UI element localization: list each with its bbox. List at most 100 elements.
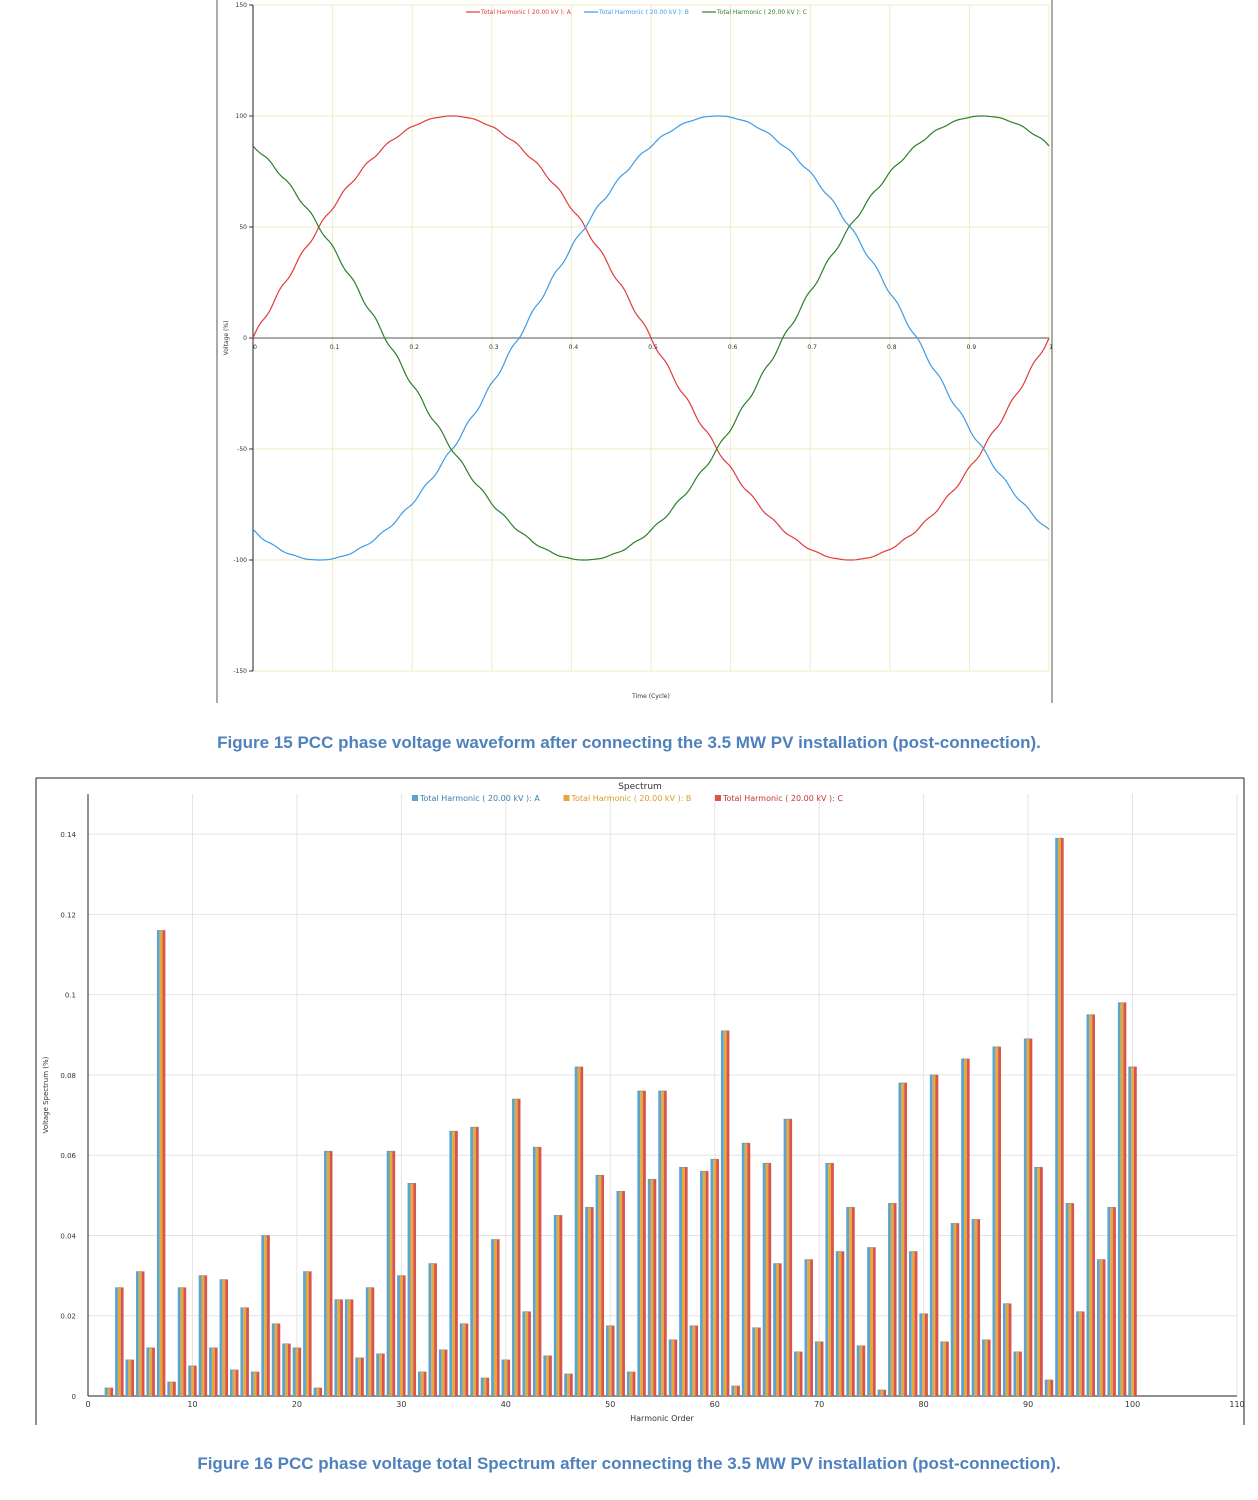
spectrum-bar <box>580 1066 584 1396</box>
spectrum-bar <box>888 1203 891 1396</box>
spectrum-bar <box>796 1351 800 1396</box>
spectrum-bar <box>350 1299 354 1396</box>
spectrum-bar <box>397 1275 400 1396</box>
spectrum-bar <box>775 1263 779 1396</box>
spectrum-bar <box>689 1325 693 1396</box>
spectrum-bar <box>347 1299 351 1396</box>
spectrum-bar <box>465 1323 469 1396</box>
spectrum-bar <box>246 1307 249 1396</box>
spectrum-bar <box>292 1347 296 1396</box>
spectrum-bar <box>898 1082 902 1396</box>
spectrum-bar <box>768 1163 772 1396</box>
spectrum-bar <box>371 1287 375 1396</box>
spectrum-bar <box>504 1359 508 1396</box>
spectrum-bar <box>1019 1351 1022 1396</box>
spectrum-bar <box>107 1387 111 1396</box>
spectrum-bar <box>193 1365 197 1396</box>
spectrum-bar <box>619 1191 623 1396</box>
spectrum-bar <box>820 1341 824 1396</box>
spectrum-bar <box>473 1127 476 1396</box>
spectrum-legend-swatch <box>715 795 721 801</box>
spectrum-bar <box>170 1381 173 1396</box>
spectrum-bar <box>661 1090 664 1396</box>
spectrum-bar <box>1060 838 1064 1396</box>
waveform-x-tick-label: 0.2 <box>409 344 419 351</box>
waveform-y-tick-label: -100 <box>233 557 247 564</box>
spectrum-bar <box>1026 1038 1030 1396</box>
spectrum-bar <box>663 1090 667 1396</box>
spectrum-bar <box>413 1183 417 1396</box>
spectrum-bar <box>1005 1303 1009 1396</box>
spectrum-bar <box>282 1343 286 1396</box>
spectrum-bar <box>136 1271 139 1396</box>
spectrum-bar <box>225 1279 229 1396</box>
spectrum-bar <box>1099 1259 1103 1396</box>
spectrum-legend-label: Total Harmonic ( 20.00 kV ): A <box>419 794 540 803</box>
spectrum-bar <box>569 1373 573 1396</box>
spectrum-bar <box>480 1377 484 1396</box>
spectrum-bar <box>491 1239 494 1396</box>
spectrum-bar <box>956 1223 960 1396</box>
spectrum-bar <box>528 1311 531 1396</box>
spectrum-bar <box>835 1251 839 1396</box>
spectrum-bar <box>762 1163 766 1396</box>
spectrum-bar <box>814 1341 818 1396</box>
spectrum-bar <box>901 1082 905 1396</box>
waveform-series-line <box>252 115 1050 561</box>
spectrum-bar <box>410 1183 414 1396</box>
spectrum-bar <box>859 1345 863 1396</box>
spectrum-bar <box>1102 1259 1106 1396</box>
spectrum-x-tick-label: 10 <box>187 1400 197 1409</box>
spectrum-bar <box>564 1373 568 1396</box>
spectrum-bar <box>125 1359 129 1396</box>
spectrum-bar <box>470 1127 474 1396</box>
spectrum-bar <box>1107 1207 1111 1396</box>
spectrum-bar <box>911 1251 915 1396</box>
spectrum-bar <box>459 1323 463 1396</box>
spectrum-bar <box>201 1275 205 1396</box>
spectrum-bar <box>483 1377 487 1396</box>
spectrum-bar <box>943 1341 946 1396</box>
spectrum-bar <box>671 1339 675 1396</box>
figure15-caption: Figure 15 PCC phase voltage waveform aft… <box>217 733 1041 752</box>
spectrum-bar <box>1086 1014 1090 1396</box>
waveform-y-tick-label: 50 <box>239 224 247 231</box>
spectrum-bar <box>358 1357 361 1396</box>
spectrum-bar <box>214 1347 218 1396</box>
waveform-series-line <box>252 115 1050 561</box>
spectrum-bar <box>1058 838 1061 1396</box>
spectrum-bar <box>340 1299 343 1396</box>
spectrum-x-tick-label: 100 <box>1125 1400 1140 1409</box>
spectrum-bar <box>700 1171 703 1396</box>
spectrum-bar <box>120 1287 124 1396</box>
spectrum-bar <box>695 1325 699 1396</box>
spectrum-bar <box>538 1147 542 1396</box>
spectrum-bar <box>851 1207 855 1396</box>
waveform-legend-label: Total Harmonic ( 20.00 kV ): B <box>598 9 689 16</box>
spectrum-bar <box>650 1179 654 1396</box>
spectrum-bar <box>376 1353 380 1396</box>
waveform-series <box>252 115 1050 561</box>
spectrum-bar <box>420 1371 424 1396</box>
spectrum-bar <box>507 1359 511 1396</box>
spectrum-bar <box>606 1325 609 1396</box>
spectrum-bar <box>626 1371 630 1396</box>
spectrum-bar <box>1092 1014 1095 1396</box>
spectrum-bar <box>438 1349 442 1396</box>
spectrum-bar <box>867 1247 870 1396</box>
spectrum-bar <box>799 1351 803 1396</box>
spectrum-bar <box>574 1066 578 1396</box>
spectrum-bar <box>856 1345 860 1396</box>
spectrum-bar <box>945 1341 949 1396</box>
spectrum-bar <box>131 1359 135 1396</box>
waveform-x-tick-label: 1 <box>1049 344 1053 351</box>
spectrum-bar <box>250 1371 254 1396</box>
spectrum-bar <box>462 1323 466 1396</box>
spectrum-bar <box>794 1351 797 1396</box>
spectrum-bar <box>431 1263 435 1396</box>
waveform-legend-label: Total Harmonic ( 20.00 kV ): C <box>716 9 807 16</box>
spectrum-bar <box>556 1215 560 1396</box>
spectrum-bar <box>890 1203 894 1396</box>
spectrum-bar <box>188 1365 192 1396</box>
spectrum-bar <box>264 1235 267 1396</box>
